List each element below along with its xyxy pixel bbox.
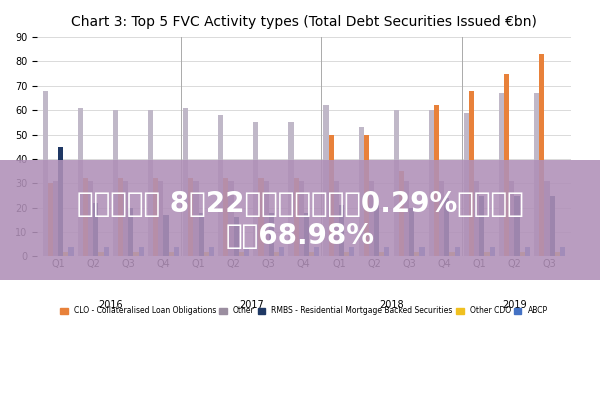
Bar	[379, 252, 385, 256]
Bar	[429, 110, 434, 256]
Bar	[193, 181, 199, 256]
Bar	[64, 252, 68, 256]
Bar	[118, 178, 123, 256]
Bar	[293, 178, 299, 256]
Bar	[554, 252, 560, 256]
Bar	[409, 208, 414, 256]
Bar	[104, 247, 109, 256]
Bar	[359, 127, 364, 256]
Bar	[233, 218, 239, 256]
Bar	[199, 212, 203, 256]
Bar	[218, 115, 223, 256]
Bar	[504, 74, 509, 256]
Bar	[304, 212, 309, 256]
Bar	[53, 181, 58, 256]
Bar	[123, 181, 128, 256]
Bar	[434, 105, 439, 256]
Bar	[369, 181, 374, 256]
Bar	[534, 93, 539, 256]
Text: 2019: 2019	[502, 300, 527, 310]
Bar	[263, 181, 269, 256]
Bar	[88, 181, 93, 256]
Bar	[414, 252, 419, 256]
Bar	[93, 203, 98, 256]
Bar	[163, 215, 169, 256]
Bar	[455, 247, 460, 256]
Bar	[289, 122, 293, 256]
Bar	[394, 110, 399, 256]
Bar	[78, 108, 83, 256]
Bar	[404, 181, 409, 256]
Bar	[299, 181, 304, 256]
Bar	[133, 252, 139, 256]
Bar	[229, 181, 233, 256]
Legend: CLO - Collateralised Loan Obligations, Other, RMBS - Residential Mortgage Backed: CLO - Collateralised Loan Obligations, O…	[57, 303, 551, 318]
Bar	[259, 178, 263, 256]
Bar	[399, 171, 404, 256]
Bar	[329, 134, 334, 256]
Bar	[128, 208, 133, 256]
Bar	[344, 252, 349, 256]
Bar	[520, 252, 525, 256]
Bar	[148, 110, 153, 256]
Bar	[174, 247, 179, 256]
Bar	[309, 252, 314, 256]
Text: 2018: 2018	[379, 300, 404, 310]
Bar	[349, 247, 355, 256]
Bar	[183, 108, 188, 256]
Bar	[323, 105, 329, 256]
Bar	[43, 91, 48, 256]
Bar	[474, 181, 479, 256]
Bar	[153, 178, 158, 256]
Bar	[444, 198, 449, 256]
Bar	[509, 181, 514, 256]
Title: Chart 3: Top 5 FVC Activity types (Total Debt Securities Issued €bn): Chart 3: Top 5 FVC Activity types (Total…	[71, 15, 537, 29]
Bar	[334, 181, 339, 256]
Text: 2016: 2016	[98, 300, 123, 310]
Bar	[514, 196, 520, 256]
Bar	[158, 181, 163, 256]
Bar	[239, 252, 244, 256]
Bar	[479, 196, 484, 256]
Bar	[449, 252, 455, 256]
Bar	[169, 252, 174, 256]
Bar	[274, 252, 279, 256]
Bar	[339, 205, 344, 256]
Bar	[203, 252, 209, 256]
Bar	[539, 54, 544, 256]
Bar	[188, 178, 193, 256]
Bar	[83, 178, 88, 256]
Bar	[209, 247, 214, 256]
Bar	[68, 247, 74, 256]
Bar	[314, 247, 319, 256]
Bar	[484, 252, 490, 256]
Bar	[223, 178, 229, 256]
Text: 2017: 2017	[239, 300, 263, 310]
Bar	[279, 247, 284, 256]
Bar	[48, 183, 53, 256]
Bar	[525, 247, 530, 256]
Bar	[98, 252, 104, 256]
Bar	[269, 212, 274, 256]
Bar	[419, 247, 425, 256]
Bar	[58, 147, 64, 256]
Text: 杠杆式炒股 8月22日新化转债上涨0.29%，转股溢
价率68.98%: 杠杆式炒股 8月22日新化转债上涨0.29%，转股溢 价率68.98%	[77, 190, 523, 250]
Bar	[550, 196, 554, 256]
Bar	[560, 247, 565, 256]
Bar	[490, 247, 495, 256]
Bar	[364, 134, 369, 256]
Bar	[244, 247, 249, 256]
Bar	[464, 113, 469, 256]
Bar	[113, 110, 118, 256]
Bar	[499, 93, 504, 256]
Bar	[439, 181, 444, 256]
Bar	[139, 247, 144, 256]
Bar	[374, 205, 379, 256]
Bar	[253, 122, 259, 256]
Bar	[544, 181, 550, 256]
Bar	[469, 91, 474, 256]
Bar	[385, 247, 389, 256]
